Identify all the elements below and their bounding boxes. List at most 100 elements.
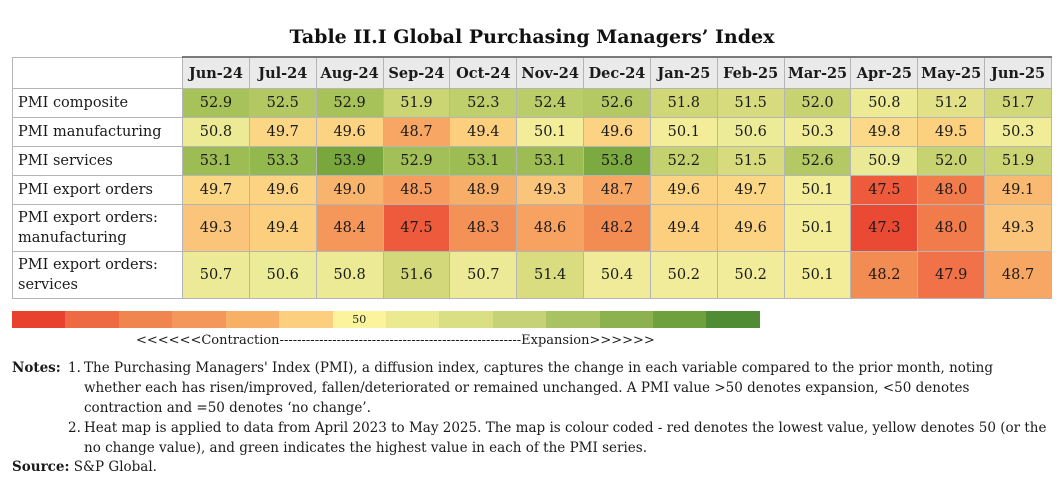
pmi-value-cell: 48.7 xyxy=(382,117,451,147)
pmi-value-cell: 48.3 xyxy=(449,204,518,252)
pmi-value-cell: 48.7 xyxy=(583,175,651,205)
pmi-value-cell: 50.3 xyxy=(783,117,852,147)
pmi-value-cell: 52.0 xyxy=(783,88,852,118)
pmi-value-cell: 50.8 xyxy=(315,251,384,299)
pmi-value-cell: 49.4 xyxy=(248,204,317,252)
pmi-value-cell: 51.5 xyxy=(716,88,785,118)
pmi-value-cell: 48.7 xyxy=(984,251,1052,299)
notes: Notes: 1. The Purchasing Managers' Index… xyxy=(12,358,1052,458)
legend-swatch xyxy=(706,311,760,328)
pmi-value-cell: 53.8 xyxy=(583,146,651,176)
pmi-value-cell: 52.6 xyxy=(583,88,651,118)
pmi-value-cell: 49.7 xyxy=(248,117,317,147)
column-header: May-25 xyxy=(917,56,986,89)
pmi-value-cell: 53.1 xyxy=(516,146,585,176)
pmi-value-cell: 49.7 xyxy=(182,175,250,205)
row-label: PMI manufacturing xyxy=(12,117,183,147)
pmi-value-cell: 52.9 xyxy=(182,88,250,118)
pmi-value-cell: 47.9 xyxy=(917,251,986,299)
pmi-value-cell: 51.7 xyxy=(984,88,1052,118)
row-label: PMI composite xyxy=(12,88,183,118)
column-header: Jul-24 xyxy=(248,56,317,89)
pmi-value-cell: 51.2 xyxy=(917,88,986,118)
pmi-value-cell: 48.2 xyxy=(850,251,919,299)
legend-swatch xyxy=(118,311,173,328)
pmi-value-cell: 50.1 xyxy=(649,117,718,147)
legend-swatch xyxy=(492,311,547,328)
pmi-table: Jun-24 Jul-24 Aug-24 Sep-24 Oct-24 Nov-2… xyxy=(12,56,1052,299)
table-row: PMI export orders: manufacturing 49.3 49.4… xyxy=(12,204,1052,252)
column-header: Jun-25 xyxy=(984,56,1052,89)
pmi-value-cell: 52.5 xyxy=(248,88,317,118)
row-label: PMI services xyxy=(12,146,183,176)
legend-swatch xyxy=(653,311,707,328)
pmi-value-cell: 49.1 xyxy=(984,175,1052,205)
source-label: Source: xyxy=(12,459,70,475)
table-row: PMI services 53.1 53.3 53.9 52.9 53.1 53.1 53.8… xyxy=(12,146,1052,176)
pmi-value-cell: 50.3 xyxy=(984,117,1052,147)
legend-swatch xyxy=(65,311,119,328)
note-item: 2. Heat map is applied to data from Apri… xyxy=(68,418,1052,458)
legend-swatch xyxy=(599,311,654,328)
pmi-value-cell: 53.1 xyxy=(182,146,250,176)
legend-swatch xyxy=(12,311,66,328)
source-text: S&P Global. xyxy=(73,459,157,475)
pmi-value-cell: 50.4 xyxy=(583,251,651,299)
legend-swatch xyxy=(439,311,493,328)
note-item: 1. The Purchasing Managers' Index (PMI),… xyxy=(68,358,1052,418)
legend-swatch xyxy=(546,311,600,328)
pmi-value-cell: 50.2 xyxy=(716,251,785,299)
notes-label: Notes: xyxy=(12,360,61,376)
pmi-value-cell: 49.6 xyxy=(583,117,651,147)
pmi-value-cell: 48.9 xyxy=(449,175,518,205)
pmi-value-cell: 49.6 xyxy=(248,175,317,205)
pmi-value-cell: 53.1 xyxy=(449,146,518,176)
pmi-value-cell: 52.0 xyxy=(917,146,986,176)
note-number: 2. xyxy=(68,420,81,436)
pmi-value-cell: 52.9 xyxy=(382,146,451,176)
table-row: PMI manufacturing 50.8 49.7 49.6 48.7 49.4 50.… xyxy=(12,117,1052,147)
pmi-value-cell: 49.6 xyxy=(315,117,384,147)
pmi-value-cell: 48.6 xyxy=(516,204,585,252)
heatmap-legend: 50 xyxy=(12,311,760,328)
column-header: Sep-24 xyxy=(382,56,451,89)
pmi-value-cell: 50.8 xyxy=(182,117,250,147)
pmi-value-cell: 52.2 xyxy=(649,146,718,176)
pmi-value-cell: 50.6 xyxy=(716,117,785,147)
column-header: Nov-24 xyxy=(516,56,585,89)
pmi-value-cell: 52.6 xyxy=(783,146,852,176)
pmi-value-cell: 50.7 xyxy=(182,251,250,299)
pmi-value-cell: 49.5 xyxy=(917,117,986,147)
pmi-value-cell: 53.9 xyxy=(315,146,384,176)
pmi-value-cell: 51.5 xyxy=(716,146,785,176)
column-header: Jun-24 xyxy=(182,56,250,89)
pmi-value-cell: 49.3 xyxy=(984,204,1052,252)
note-number: 1. xyxy=(68,360,81,376)
pmi-value-cell: 49.7 xyxy=(716,175,785,205)
pmi-value-cell: 53.3 xyxy=(248,146,317,176)
note-text: Heat map is applied to data from April 2… xyxy=(84,420,1047,456)
legend-caption: <<<<<<Contraction-----------------------… xyxy=(136,333,655,348)
pmi-value-cell: 50.1 xyxy=(783,204,852,252)
pmi-value-cell: 49.6 xyxy=(649,175,718,205)
table-row: PMI export orders 49.7 49.6 49.0 48.5 48.9 49.… xyxy=(12,175,1052,205)
pmi-value-cell: 51.6 xyxy=(382,251,451,299)
pmi-value-cell: 49.3 xyxy=(516,175,585,205)
pmi-value-cell: 49.8 xyxy=(850,117,919,147)
pmi-value-cell: 49.4 xyxy=(449,117,518,147)
legend-swatch xyxy=(225,311,280,328)
pmi-value-cell: 50.2 xyxy=(649,251,718,299)
pmi-value-cell: 49.3 xyxy=(182,204,250,252)
source-line: Source: S&P Global. xyxy=(12,459,157,475)
column-header: Oct-24 xyxy=(449,56,518,89)
pmi-value-cell: 51.9 xyxy=(984,146,1052,176)
legend-swatch xyxy=(385,311,440,328)
pmi-value-cell: 49.0 xyxy=(315,175,384,205)
pmi-value-cell: 50.1 xyxy=(783,251,852,299)
legend-swatch xyxy=(279,311,333,328)
pmi-value-cell: 47.3 xyxy=(850,204,919,252)
row-label: PMI export orders: services xyxy=(12,251,183,299)
pmi-value-cell: 48.0 xyxy=(917,175,986,205)
note-text: The Purchasing Managers' Index (PMI), a … xyxy=(84,360,994,416)
header-row: Jun-24 Jul-24 Aug-24 Sep-24 Oct-24 Nov-2… xyxy=(12,56,1052,89)
